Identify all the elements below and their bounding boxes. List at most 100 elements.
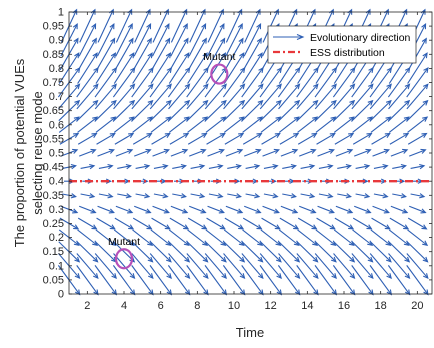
direction-arrow <box>150 229 172 247</box>
direction-arrow <box>316 132 336 145</box>
x-tick-label: 6 <box>158 300 164 312</box>
direction-arrow <box>79 205 97 214</box>
direction-arrow <box>300 193 316 199</box>
y-axis-ticks: 0 0.05 0.1 0.15 0.2 0.25 0.3 0.35 0.4 0.45 0.5 0.55… <box>43 7 432 301</box>
direction-arrow <box>317 205 335 214</box>
direction-arrow <box>186 265 209 296</box>
x-tick-label: 4 <box>121 300 127 312</box>
x-axis-label: Time <box>236 325 264 340</box>
direction-arrow <box>95 52 117 84</box>
direction-arrow <box>206 23 225 57</box>
direction-arrow <box>97 205 115 214</box>
direction-arrow <box>410 163 426 170</box>
direction-arrow <box>296 241 319 263</box>
direction-arrow <box>370 241 392 263</box>
direction-arrow <box>222 265 246 296</box>
x-tick-label: 12 <box>265 300 277 312</box>
direction-arrow <box>169 132 190 145</box>
direction-arrow <box>407 116 429 133</box>
direction-arrow <box>170 205 189 214</box>
x-tick-label: 2 <box>84 300 90 312</box>
direction-arrow <box>263 163 279 170</box>
direction-arrow <box>168 83 191 110</box>
direction-arrow <box>318 193 334 199</box>
direction-arrow <box>241 253 264 280</box>
direction-arrow <box>113 99 136 122</box>
direction-arrow <box>316 217 336 230</box>
direction-arrow <box>373 193 389 199</box>
direction-arrow <box>223 241 246 263</box>
direction-arrow <box>406 253 429 280</box>
direction-arrow <box>96 217 116 230</box>
direction-arrow <box>189 148 207 157</box>
direction-arrow <box>187 132 208 145</box>
direction-arrow <box>333 83 356 110</box>
direction-arrow <box>241 99 264 122</box>
y-tick-label: 0.2 <box>49 232 64 244</box>
direction-arrow <box>208 163 224 170</box>
direction-arrow <box>278 83 301 110</box>
direction-arrow <box>278 99 301 122</box>
direction-arrow <box>245 163 261 170</box>
direction-arrow <box>227 163 242 170</box>
direction-arrow <box>153 163 169 170</box>
direction-arrow <box>280 205 299 214</box>
direction-arrow <box>114 217 135 230</box>
direction-arrow <box>389 132 410 145</box>
direction-arrow <box>262 205 280 214</box>
direction-arrow <box>369 253 392 280</box>
direction-arrow <box>132 217 153 230</box>
direction-arrow <box>77 229 99 247</box>
direction-arrow <box>370 99 392 122</box>
direction-arrow <box>407 52 428 84</box>
direction-arrow <box>296 253 319 280</box>
direction-arrow <box>407 132 428 145</box>
direction-arrow <box>112 265 136 296</box>
direction-arrow <box>77 132 98 145</box>
direction-arrow <box>188 23 207 57</box>
direction-arrow <box>152 148 170 157</box>
direction-arrow <box>351 253 374 280</box>
mutant-circle-marker <box>210 63 229 85</box>
direction-arrow <box>207 205 225 214</box>
direction-arrow <box>333 229 355 247</box>
direction-arrow <box>260 99 282 122</box>
direction-arrow <box>80 163 96 170</box>
direction-arrow <box>135 163 151 170</box>
legend-label-evolutionary-direction: Evolutionary direction <box>310 32 411 44</box>
direction-arrow <box>241 83 264 110</box>
direction-arrow <box>134 205 152 214</box>
direction-arrow <box>132 52 153 84</box>
x-axis-ticks: 2 4 6 8 10 12 14 16 18 20 <box>84 12 423 312</box>
mutant-circle-marker <box>114 248 134 270</box>
direction-arrow <box>131 83 154 110</box>
y-tick-label: 0.45 <box>43 162 64 174</box>
direction-arrow <box>186 83 209 110</box>
direction-arrow <box>390 148 409 157</box>
direction-arrow <box>242 52 263 84</box>
direction-arrow <box>318 163 334 170</box>
direction-arrow <box>406 83 429 110</box>
direction-arrow <box>131 99 154 122</box>
direction-arrow <box>94 83 117 110</box>
direction-arrow <box>227 193 242 199</box>
y-tick-label: 0.65 <box>43 105 64 117</box>
direction-arrow <box>351 83 374 110</box>
direction-arrow <box>204 265 228 296</box>
direction-arrow <box>314 83 337 110</box>
direction-arrow <box>355 193 371 199</box>
x-tick-label: 16 <box>338 300 350 312</box>
direction-arrow <box>153 193 169 199</box>
direction-arrow <box>132 229 154 247</box>
direction-arrow <box>113 52 135 84</box>
direction-arrow <box>263 193 279 199</box>
direction-arrow <box>315 229 337 247</box>
direction-arrow <box>168 99 191 122</box>
direction-arrow <box>77 52 98 84</box>
direction-arrow <box>333 241 356 263</box>
direction-arrow <box>370 229 392 247</box>
direction-arrow <box>97 148 115 157</box>
direction-arrow <box>259 83 282 110</box>
y-tick-label: 0.4 <box>49 176 64 188</box>
direction-arrow <box>150 99 172 122</box>
